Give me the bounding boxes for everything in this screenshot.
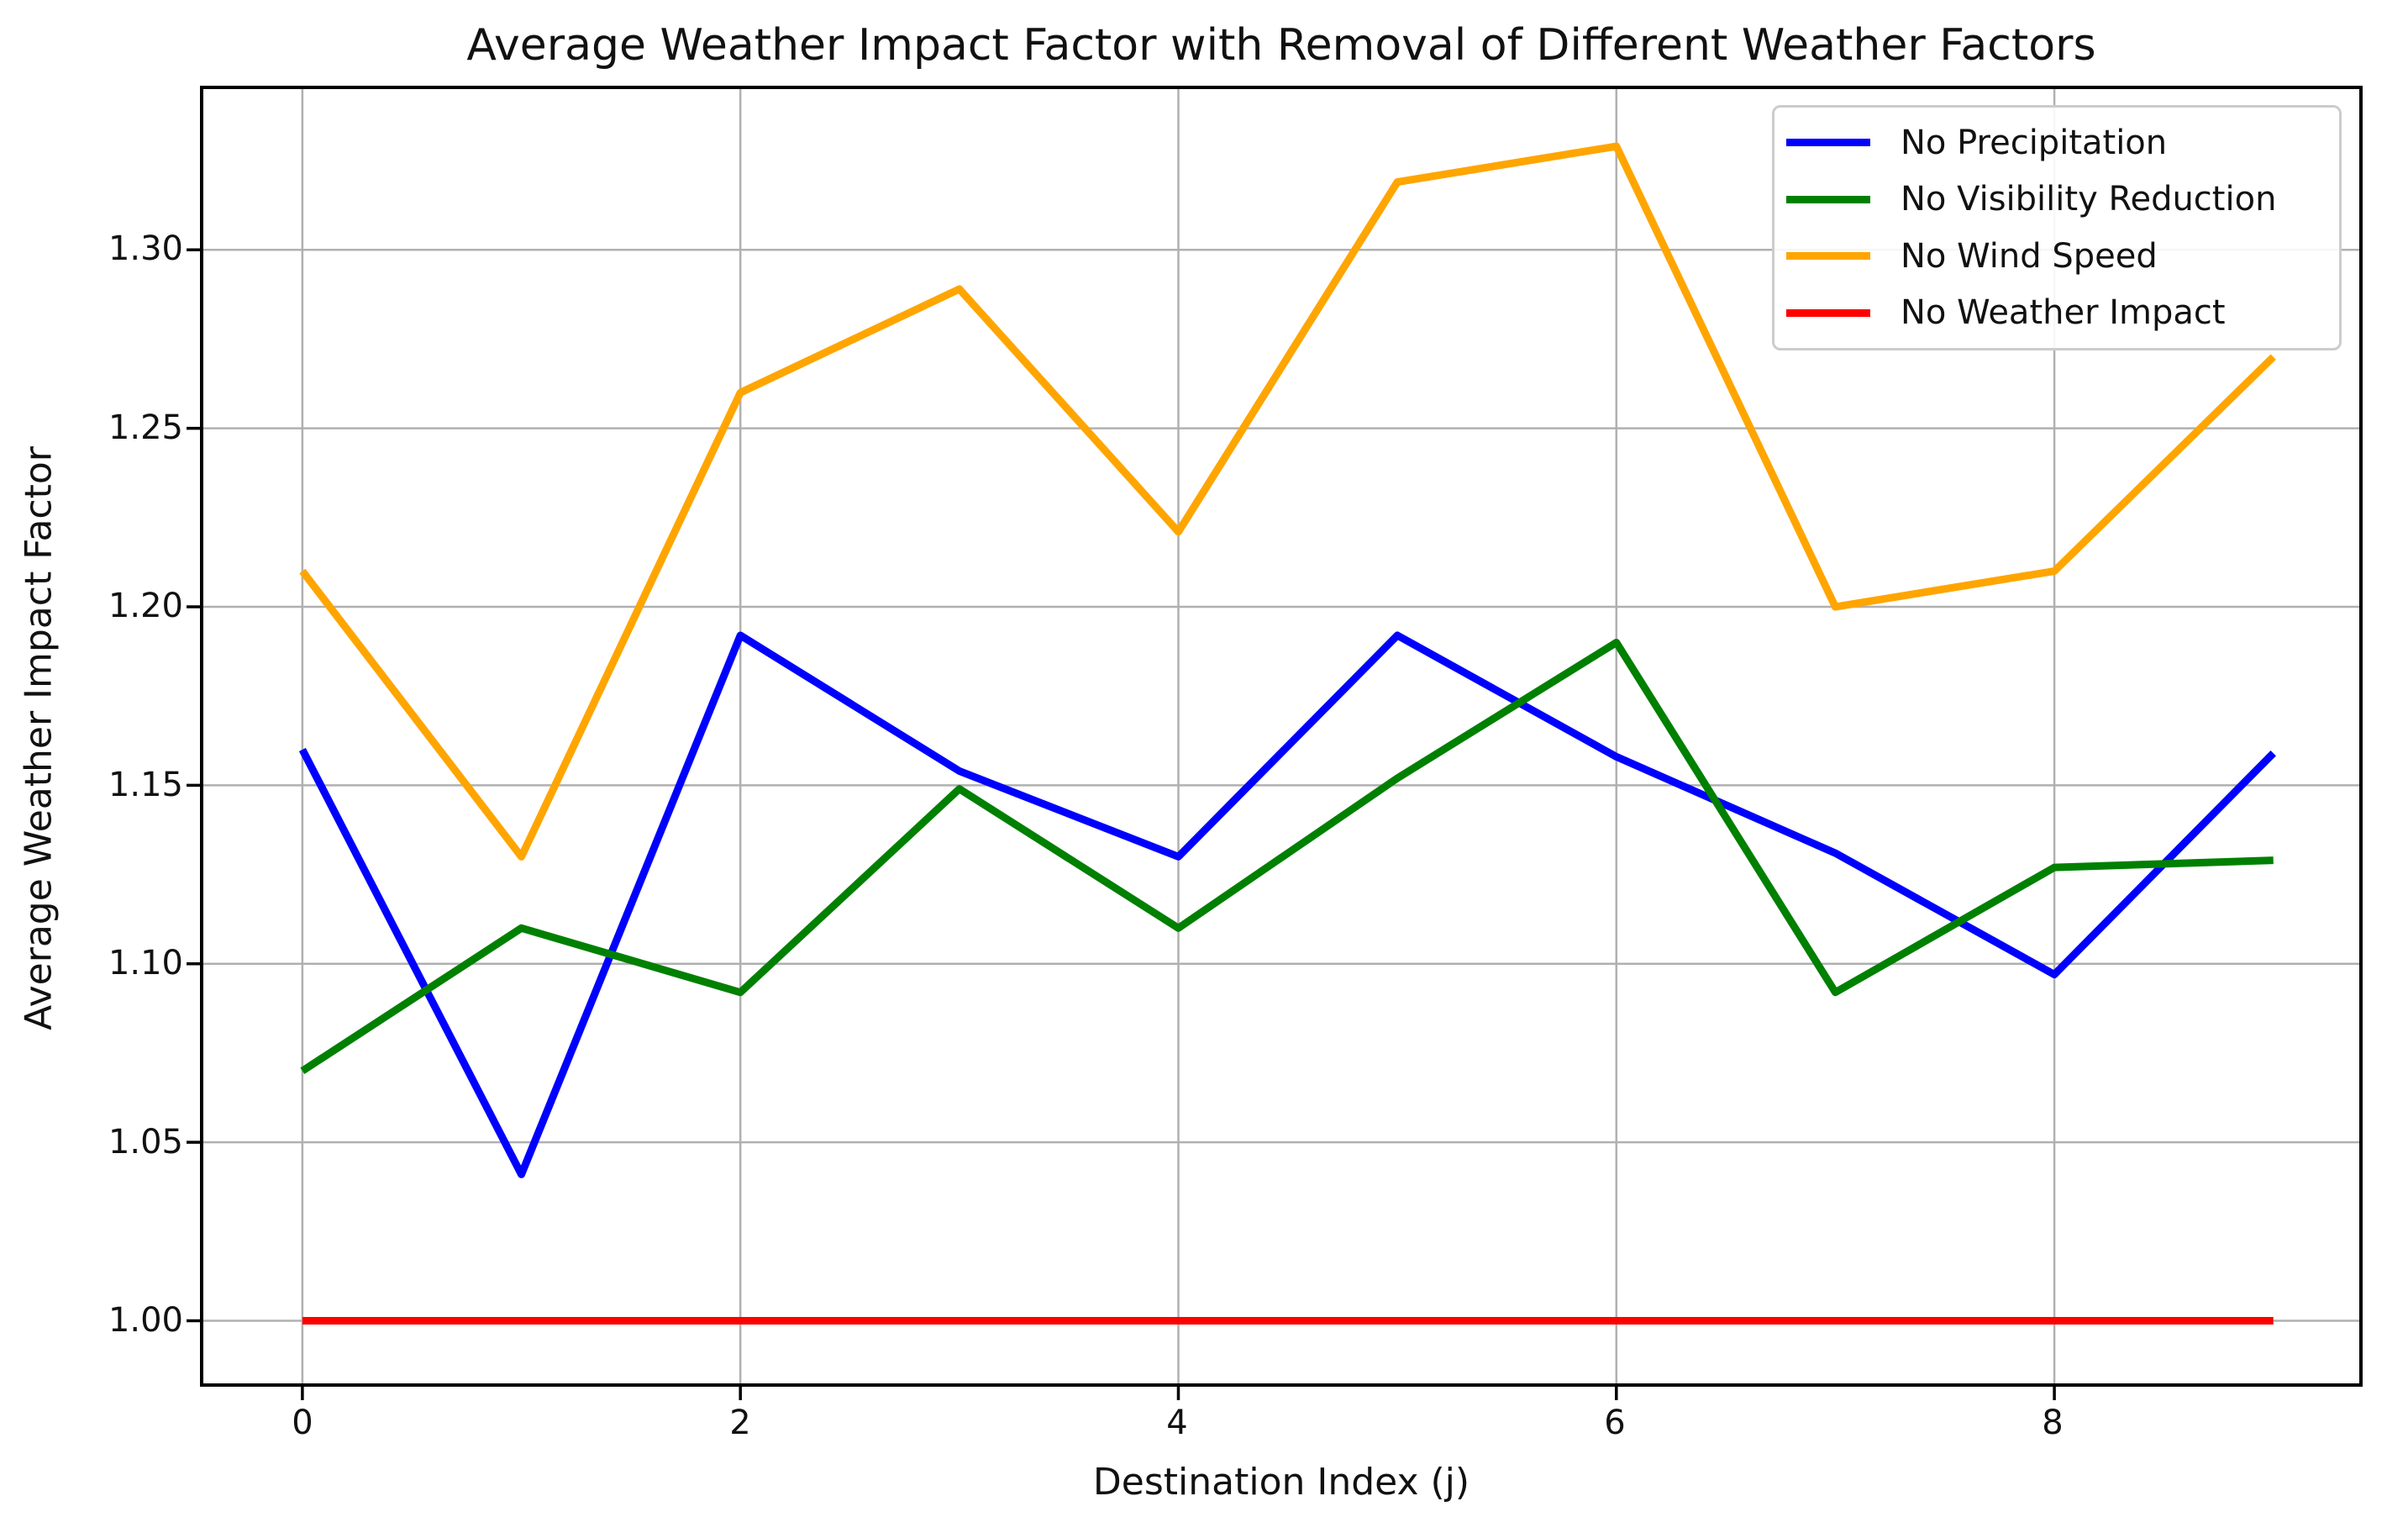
y-tick-label: 1.10 xyxy=(108,944,183,982)
legend-item: No Weather Impact xyxy=(1774,286,2339,340)
series-line-no-precipitation xyxy=(298,631,2276,1178)
legend-item: No Visibility Reduction xyxy=(1774,172,2339,226)
legend-item: No Precipitation xyxy=(1774,116,2339,170)
x-tick-label: 2 xyxy=(729,1404,751,1442)
x-tick-label: 6 xyxy=(1604,1404,1626,1442)
y-tick-label: 1.25 xyxy=(108,408,183,447)
legend-swatch-no-visibility-reduction xyxy=(1786,195,1870,203)
chart-title: Average Weather Impact Factor with Remov… xyxy=(466,20,2096,71)
legend: No Precipitation No Visibility Reduction… xyxy=(1772,105,2342,350)
y-tick-label: 1.30 xyxy=(108,229,183,268)
y-tick-label: 1.15 xyxy=(108,766,183,804)
y-tick-label: 1.20 xyxy=(108,587,183,625)
series-line-no-visibility-reduction xyxy=(300,639,2274,1074)
x-tick-label: 4 xyxy=(1166,1404,1188,1442)
x-tick-label: 0 xyxy=(292,1404,313,1442)
legend-swatch-no-precipitation xyxy=(1786,139,1870,147)
x-axis-label: Destination Index (j) xyxy=(1092,1461,1470,1504)
legend-swatch-no-wind-speed xyxy=(1786,252,1870,261)
legend-item: No Wind Speed xyxy=(1774,229,2339,283)
y-tick-label: 1.00 xyxy=(108,1301,183,1340)
plot-border xyxy=(200,86,2363,1387)
legend-label: No Visibility Reduction xyxy=(1901,180,2277,219)
series-line-no-wind-speed xyxy=(299,142,2276,861)
legend-label: No Precipitation xyxy=(1901,123,2168,162)
y-tick-label: 1.05 xyxy=(108,1123,183,1161)
legend-swatch-no-weather-impact xyxy=(1786,308,1870,317)
legend-label: No Weather Impact xyxy=(1901,293,2226,333)
legend-label: No Wind Speed xyxy=(1901,236,2158,276)
x-tick-label: 8 xyxy=(2042,1404,2064,1442)
